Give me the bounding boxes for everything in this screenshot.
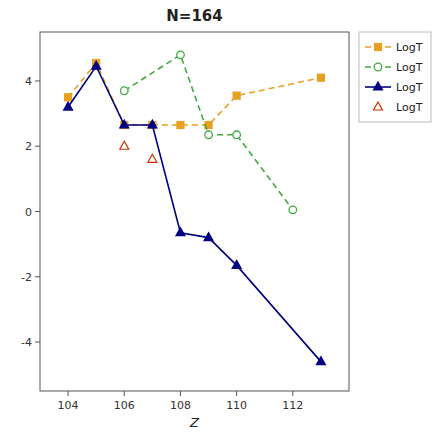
point: [317, 74, 324, 81]
y-tick: [35, 211, 40, 212]
point: [148, 154, 157, 162]
chart: 104106108110112-4-2024N=164ZLogTLogTLogT…: [0, 0, 437, 437]
legend-label: LogT: [396, 61, 423, 74]
series: [65, 60, 325, 129]
x-axis-label: Z: [189, 415, 200, 430]
point: [177, 122, 184, 129]
title: N=164: [166, 7, 222, 25]
y-tick-label: -4: [21, 336, 32, 349]
plot-area: [64, 51, 326, 365]
y-tick: [35, 80, 40, 81]
legend-label: LogT: [396, 81, 423, 94]
x-tick-label: 108: [170, 399, 191, 412]
legend-item: LogT: [365, 81, 423, 94]
x-tick: [124, 391, 125, 396]
x-tick-label: 112: [282, 399, 303, 412]
x-tick: [236, 391, 237, 396]
point: [148, 120, 157, 128]
point: [65, 94, 72, 101]
x-tick-label: 104: [58, 399, 79, 412]
legend-item: LogT: [374, 101, 423, 114]
series: [120, 51, 296, 214]
point: [205, 131, 213, 139]
x-tick: [180, 391, 181, 396]
point: [316, 357, 325, 365]
legend-marker: [375, 44, 382, 51]
x-tick-label: 110: [226, 399, 247, 412]
point: [120, 87, 128, 95]
point: [233, 131, 241, 139]
plot-background: [40, 32, 349, 391]
point: [233, 92, 240, 99]
y-tick-label: 4: [25, 75, 32, 88]
legend-item: LogT: [365, 61, 423, 74]
point: [232, 260, 241, 268]
y-tick: [35, 276, 40, 277]
legend: LogT LogT LogT LogT: [359, 32, 431, 122]
series: [64, 61, 326, 364]
legend-marker: [374, 63, 382, 71]
legend-label: LogT: [396, 101, 423, 114]
y-tick-label: -2: [21, 271, 32, 284]
series-line: [124, 55, 293, 210]
y-tick-label: 0: [25, 206, 32, 219]
point: [120, 120, 129, 128]
point: [177, 51, 185, 59]
series-line: [68, 63, 321, 125]
y-tick: [35, 146, 40, 147]
x-tick: [292, 391, 293, 396]
point: [204, 233, 213, 241]
point: [289, 206, 297, 214]
x-tick-label: 106: [114, 399, 135, 412]
legend-box: [359, 32, 431, 122]
point: [64, 102, 73, 110]
series-line: [68, 66, 321, 361]
legend-item: LogT: [365, 41, 423, 54]
plot-frame: [40, 32, 349, 391]
y-tick: [35, 342, 40, 343]
legend-marker: [374, 82, 383, 90]
legend-marker: [374, 102, 383, 110]
point: [176, 228, 185, 236]
y-tick-label: 2: [25, 140, 32, 153]
point: [120, 141, 129, 149]
x-tick: [68, 391, 69, 396]
series: [120, 141, 157, 162]
point: [92, 61, 101, 69]
legend-label: LogT: [396, 41, 423, 54]
